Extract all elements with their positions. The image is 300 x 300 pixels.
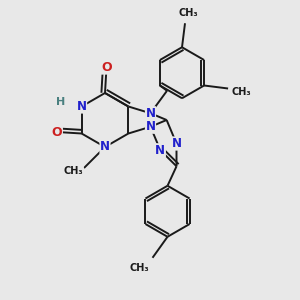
Text: CH₃: CH₃ <box>178 8 198 18</box>
Text: N: N <box>146 107 155 120</box>
Text: CH₃: CH₃ <box>64 166 83 176</box>
Text: H: H <box>56 97 65 107</box>
Text: N: N <box>172 137 182 150</box>
Text: O: O <box>52 125 62 139</box>
Text: CH₃: CH₃ <box>129 263 149 273</box>
Text: N: N <box>100 140 110 154</box>
Text: N: N <box>146 120 155 133</box>
Text: N: N <box>155 144 165 157</box>
Text: N: N <box>76 100 87 113</box>
Text: O: O <box>101 61 112 74</box>
Text: CH₃: CH₃ <box>232 86 251 97</box>
